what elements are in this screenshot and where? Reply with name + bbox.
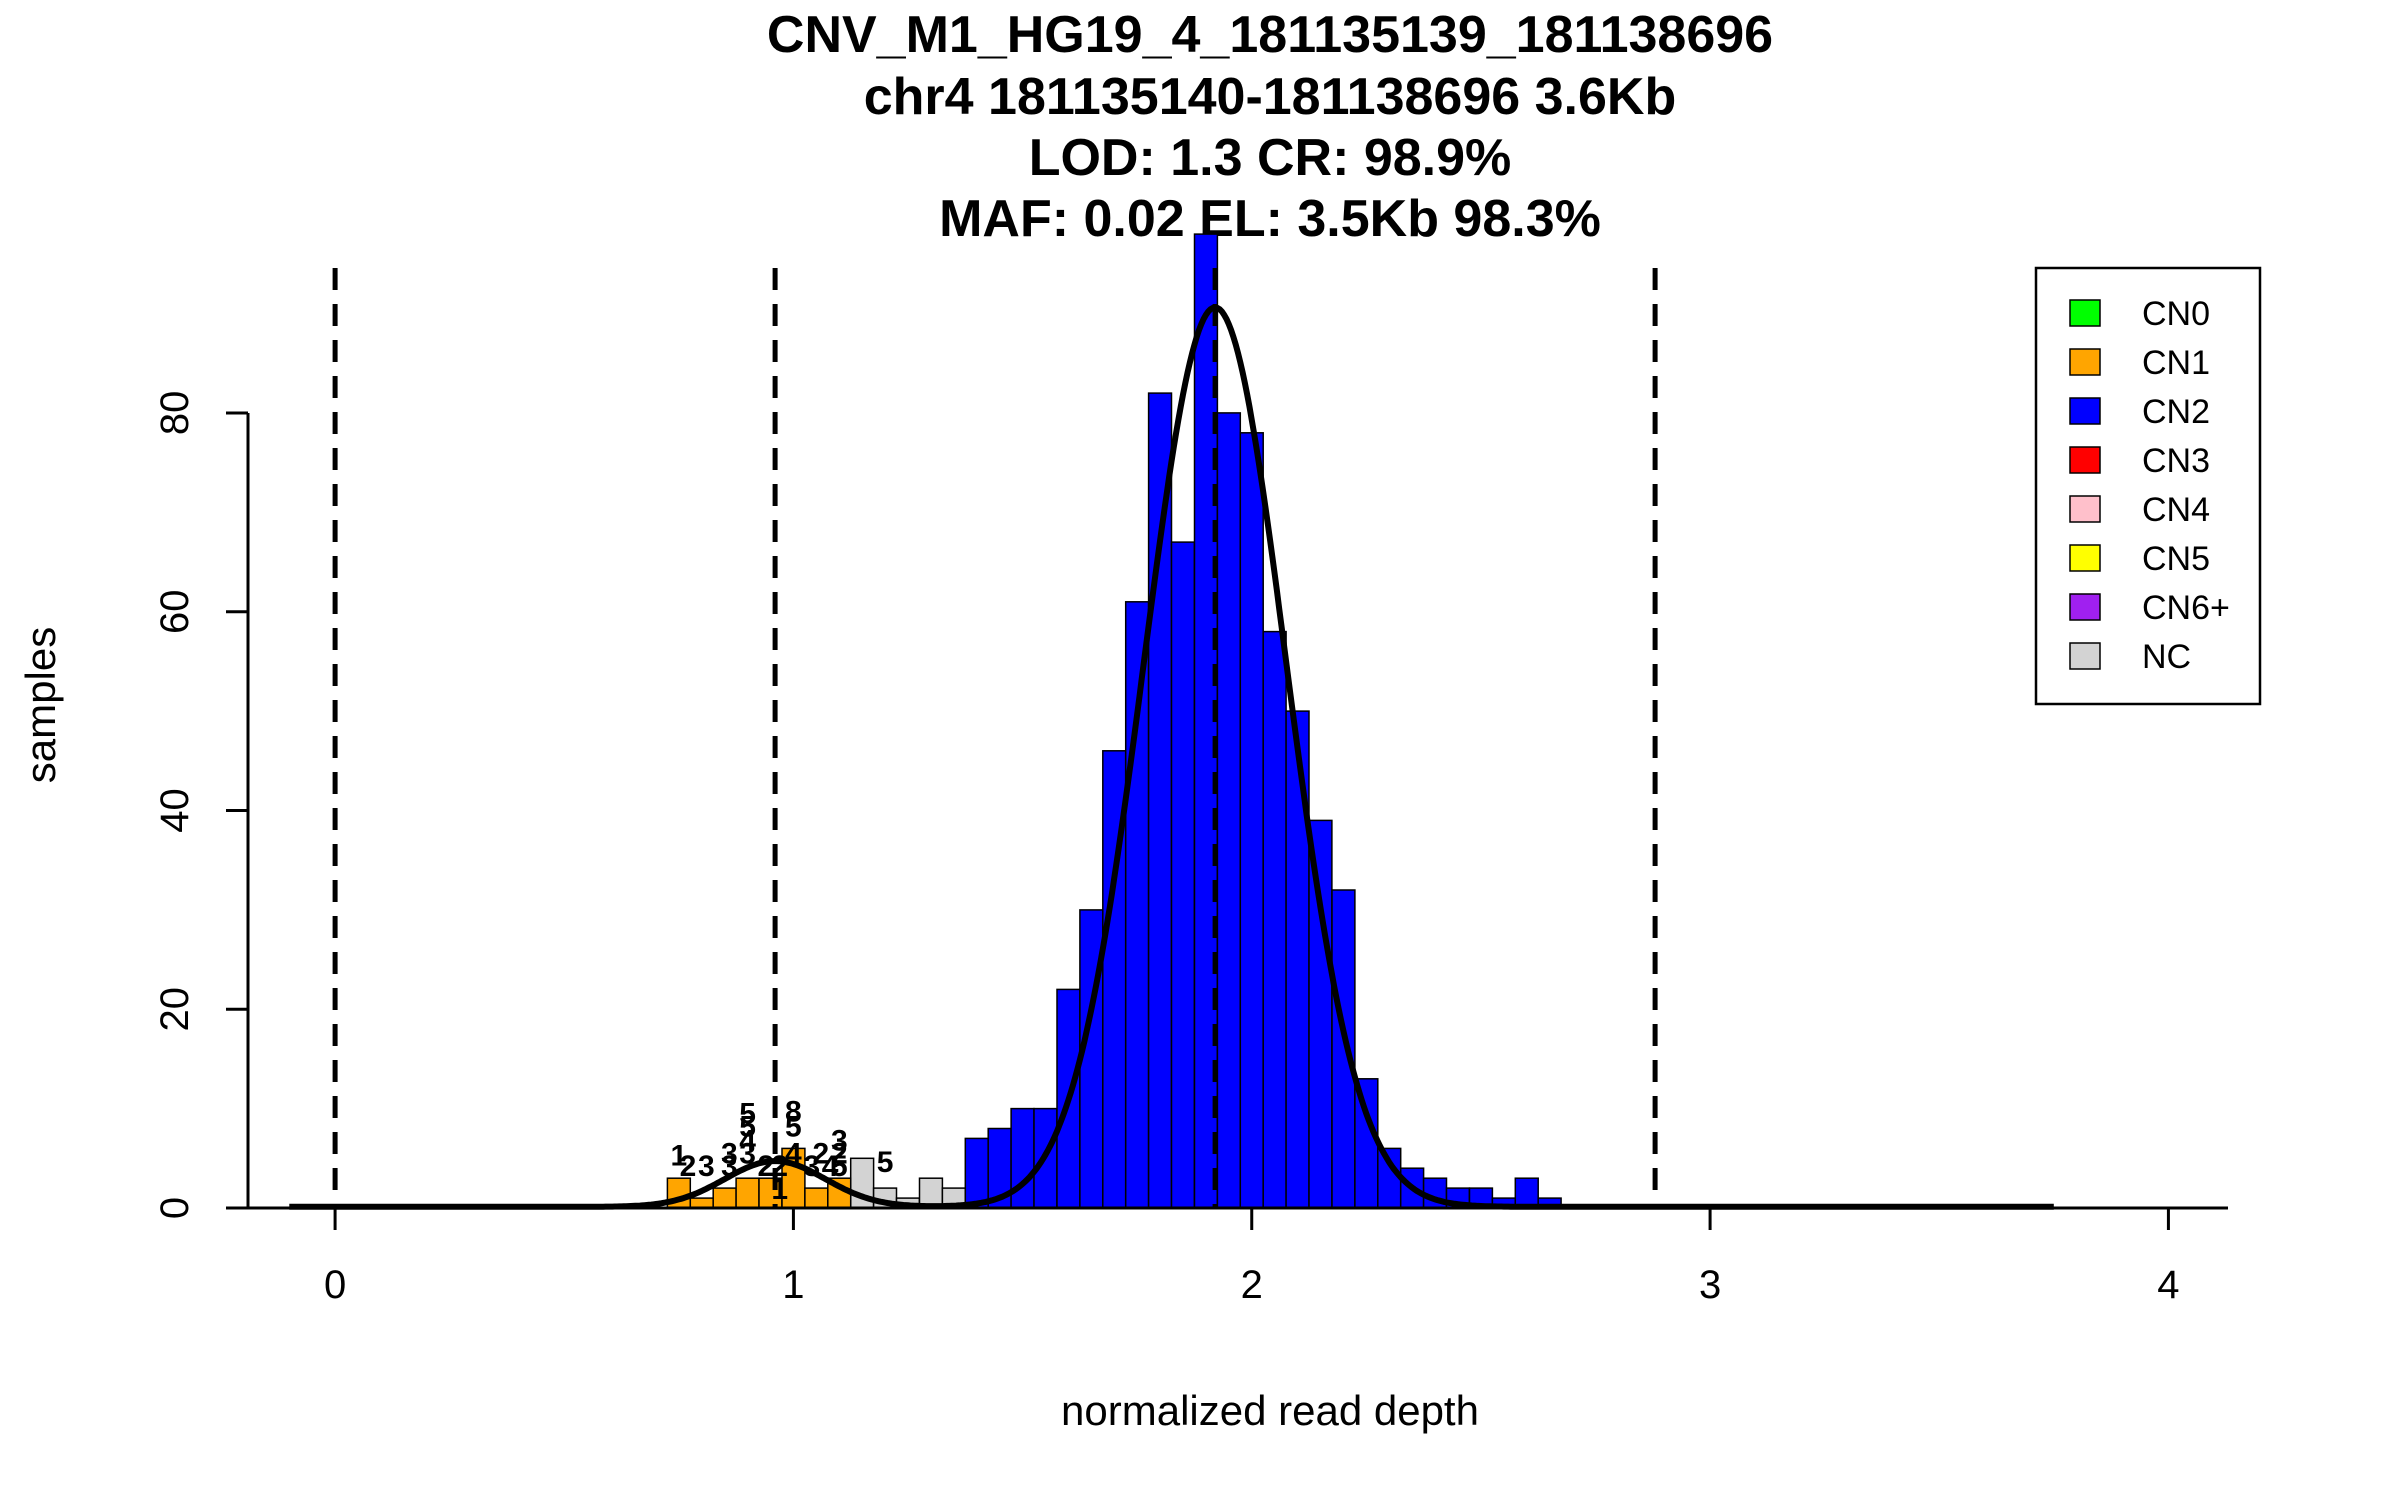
legend-label: CN5 [2142, 540, 2210, 578]
bar-cn2 [1331, 889, 1356, 1209]
bar-count-label: 3 [831, 1124, 848, 1157]
legend-swatch [2069, 299, 2101, 327]
bar-cn2 [1170, 541, 1196, 1209]
legend-label: CN1 [2142, 344, 2210, 382]
legend-swatch [2069, 446, 2101, 474]
legend-swatch [2069, 397, 2101, 425]
bar-cn2 [1308, 819, 1333, 1209]
legend-swatch [2069, 544, 2101, 572]
bar-cn2 [1514, 1177, 1539, 1209]
chart-title: CNV_M1_HG19_4_181135139_181138696 chr4 1… [767, 6, 1773, 248]
bar-count-label: 4 [822, 1150, 839, 1183]
legend-box [2034, 266, 2262, 706]
legend-label: CN2 [2142, 393, 2210, 431]
legend-swatch [2069, 348, 2101, 376]
y-tick-label: 60 [153, 589, 197, 634]
y-axis-label: samples [17, 627, 64, 783]
bar-count-label: 3 [721, 1137, 738, 1170]
x-tick-label: 0 [324, 1263, 346, 1307]
bar-count-label: 5 [739, 1098, 756, 1131]
bar-count-label: 8 [785, 1096, 802, 1129]
bar-cn2 [1239, 432, 1264, 1209]
bar-cn2 [964, 1137, 989, 1209]
y-tick-label: 0 [153, 1197, 197, 1219]
bar-count-label: 2 [831, 1137, 848, 1170]
bar-count-label: 1 [771, 1173, 788, 1206]
bar-count-label: 3 [803, 1150, 820, 1183]
y-tick-label: 80 [153, 391, 197, 436]
x-axis-label: normalized read depth [1061, 1387, 1479, 1434]
bar-count-label: 3 [698, 1150, 715, 1183]
bar-cn1 [804, 1187, 829, 1209]
title-line-4: MAF: 0.02 EL: 3.5Kb 98.3% [939, 190, 1601, 248]
copy-number-guide-lines [332, 268, 1658, 1208]
bar-count-label: 4 [739, 1124, 756, 1157]
bar-count-label: 2 [680, 1150, 697, 1183]
title-line-1: CNV_M1_HG19_4_181135139_181138696 [767, 6, 1773, 64]
bar-count-label: 5 [739, 1110, 756, 1143]
y-tick-label: 20 [153, 987, 197, 1031]
x-tick-label: 2 [1241, 1263, 1263, 1307]
bar-cn2 [1262, 630, 1287, 1209]
bar-cn1 [712, 1187, 737, 1209]
bar-count-label: 5 [877, 1146, 894, 1179]
title-line-2: chr4 181135140-181138696 3.6Kb [864, 68, 1676, 126]
legend-label: CN3 [2142, 442, 2210, 480]
bar-count-label: 2 [758, 1150, 775, 1183]
x-tick-label: 4 [2157, 1263, 2179, 1307]
bar-cn2 [1147, 392, 1173, 1209]
x-tick-label: 3 [1699, 1263, 1721, 1307]
legend-label: CN0 [2142, 295, 2210, 333]
legend-swatch [2069, 642, 2101, 670]
bar-count-label: 3 [739, 1137, 756, 1170]
legend-items: CN0 CN1 CN2 CN3 CN4 CN5 CN6+ NC [2069, 295, 2230, 676]
bar-count-label: 2 [813, 1137, 830, 1170]
bar-cn2 [1216, 412, 1242, 1209]
bar-count-label: 2 [771, 1150, 788, 1183]
y-axis-ticks: 0 20 40 60 80 [153, 391, 248, 1219]
legend-label: NC [2142, 638, 2191, 676]
bar-count-label: 5 [831, 1150, 848, 1183]
bar-count-label: 5 [785, 1110, 802, 1143]
histogram-bars [666, 233, 1562, 1209]
bar-count-label: 4 [785, 1137, 802, 1170]
legend: CN0 CN1 CN2 CN3 CN4 CN5 CN6+ NC [2034, 266, 2262, 706]
x-axis-ticks: 0 1 2 3 4 [324, 1208, 2180, 1307]
bar-count-label: 1 [670, 1139, 687, 1172]
legend-label: CN6+ [2142, 589, 2230, 627]
x-tick-label: 1 [782, 1263, 804, 1307]
y-tick-label: 40 [153, 788, 197, 833]
legend-swatch [2069, 495, 2101, 523]
legend-label: CN4 [2142, 491, 2210, 529]
bar-cn1 [735, 1177, 760, 1209]
title-line-3: LOD: 1.3 CR: 98.9% [1029, 129, 1512, 187]
legend-swatch [2069, 593, 2101, 621]
bar-count-label: 3 [721, 1150, 738, 1183]
